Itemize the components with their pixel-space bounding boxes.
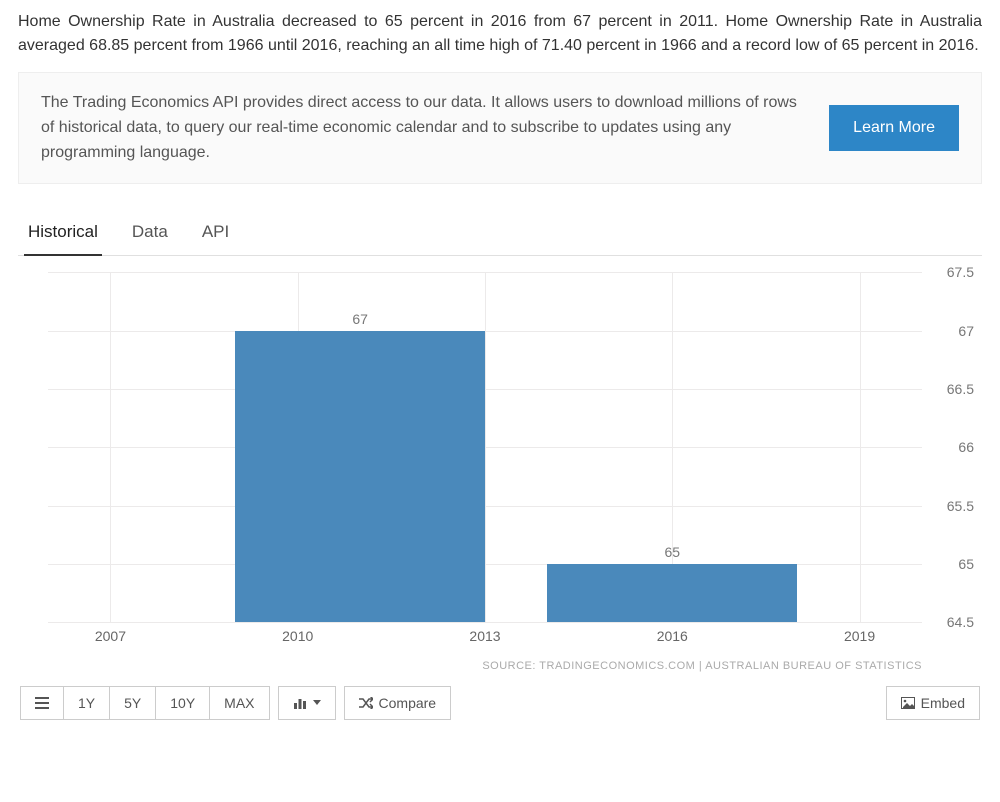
x-axis-label: 2019: [844, 628, 875, 644]
y-axis-label: 66: [958, 439, 974, 455]
bar-value-label: 67: [352, 311, 368, 331]
y-axis-label: 66.5: [947, 381, 974, 397]
chart-gridline: [860, 272, 861, 622]
x-axis-label: 2010: [282, 628, 313, 644]
range-max-button[interactable]: MAX: [209, 686, 269, 720]
y-axis-label: 67: [958, 323, 974, 339]
range-5y-button[interactable]: 5Y: [109, 686, 156, 720]
tab-historical[interactable]: Historical: [24, 212, 102, 256]
chart-plot-area[interactable]: 64.56565.56666.56767.56765: [48, 272, 922, 622]
y-axis-label: 65: [958, 556, 974, 572]
y-axis-label: 67.5: [947, 264, 974, 280]
shuffle-icon: [359, 697, 373, 709]
chart-type-button[interactable]: [278, 686, 336, 720]
chart-x-axis: 2007 2010 2013 2016 2019: [48, 628, 922, 652]
y-axis-label: 65.5: [947, 498, 974, 514]
promo-text: The Trading Economics API provides direc…: [41, 91, 809, 165]
api-promo-banner: The Trading Economics API provides direc…: [18, 72, 982, 184]
compare-button[interactable]: Compare: [344, 686, 452, 720]
embed-label: Embed: [921, 695, 965, 711]
tab-api[interactable]: API: [198, 212, 233, 256]
image-icon: [901, 697, 915, 709]
learn-more-button[interactable]: Learn More: [829, 105, 959, 151]
compare-label: Compare: [379, 695, 437, 711]
bar-value-label: 65: [664, 544, 680, 564]
intro-paragraph: Home Ownership Rate in Australia decreas…: [18, 10, 982, 58]
tab-data[interactable]: Data: [128, 212, 172, 256]
chart-tabs: Historical Data API: [18, 212, 982, 256]
bar-chart-icon: [293, 697, 307, 709]
chart-source-text: SOURCE: TRADINGECONOMICS.COM | AUSTRALIA…: [18, 660, 922, 672]
range-1y-button[interactable]: 1Y: [63, 686, 110, 720]
chart-gridline: [110, 272, 111, 622]
embed-button[interactable]: Embed: [886, 686, 980, 720]
x-axis-label: 2007: [95, 628, 126, 644]
chart-bar[interactable]: [235, 331, 485, 623]
chart-container: 64.56565.56666.56767.56765 2007201020132…: [18, 264, 982, 730]
list-view-button[interactable]: [20, 686, 64, 720]
y-axis-label: 64.5: [947, 614, 974, 630]
toolbar-left-group: 1Y 5Y 10Y MAX: [20, 686, 270, 720]
range-10y-button[interactable]: 10Y: [155, 686, 210, 720]
chart-gridline: [48, 622, 922, 623]
x-axis-label: 2016: [657, 628, 688, 644]
chevron-down-icon: [313, 700, 321, 706]
x-axis-label: 2013: [469, 628, 500, 644]
chart-toolbar: 1Y 5Y 10Y MAX: [18, 686, 982, 720]
chart-gridline: [485, 272, 486, 622]
chart-bar[interactable]: [547, 564, 797, 622]
list-icon: [35, 697, 49, 709]
